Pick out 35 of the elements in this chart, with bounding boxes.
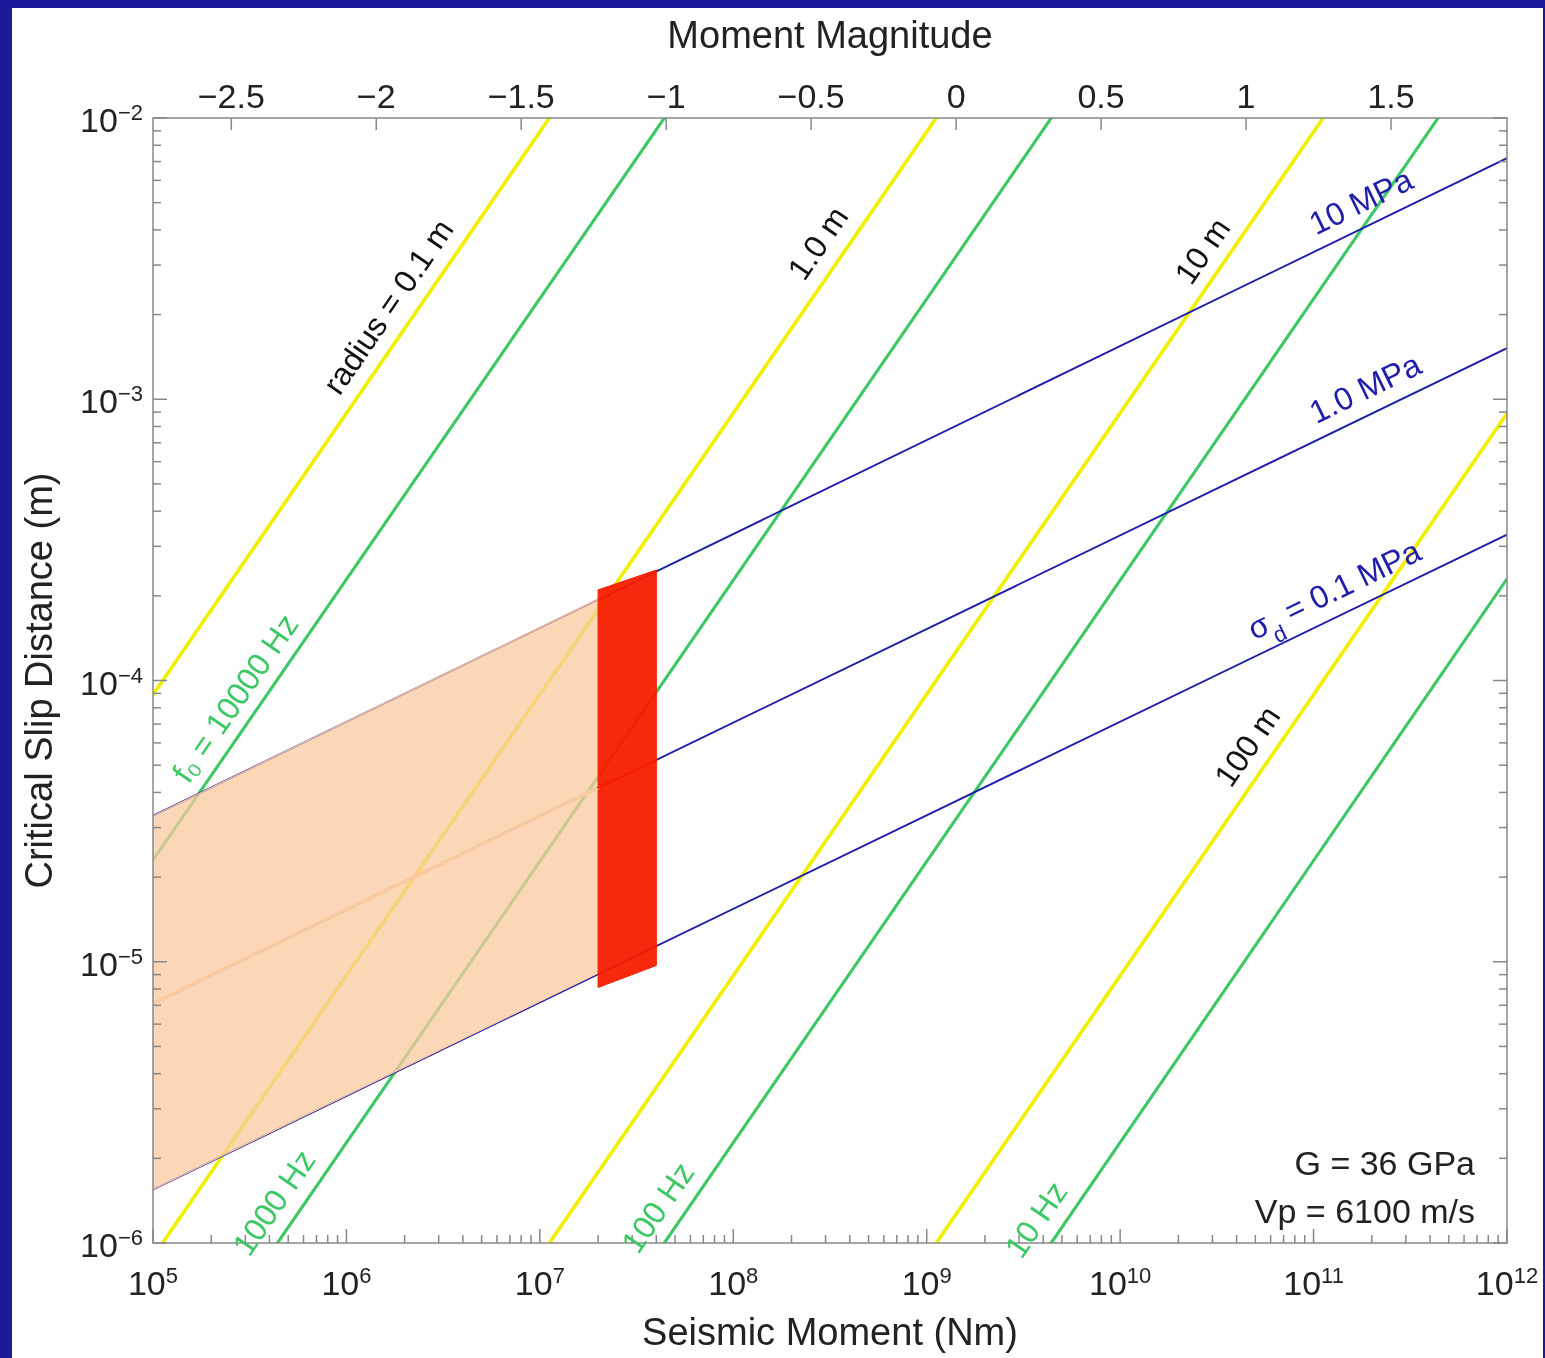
annotation: 1.0 MPa [1303, 346, 1427, 431]
x-tick-label: 10$^{12}$ [1475, 1262, 1539, 1302]
y-tick-label: 10$^{−3}$ [80, 380, 143, 421]
x2-tick-label: −2 [356, 77, 396, 115]
annotation: 10 m [1167, 211, 1238, 291]
x-tick-label: 10$^{7}$ [514, 1262, 565, 1302]
x2-tick-label: 1.5 [1367, 77, 1415, 115]
annotation: Vp = 6100 m/s [1254, 1192, 1475, 1230]
annotation: G = 36 GPa [1294, 1144, 1476, 1182]
x2-axis-title: Moment Magnitude [667, 14, 993, 56]
annotation: 100 Hz [614, 1155, 702, 1260]
y-axis-title: Critical Slip Distance (m) [18, 472, 60, 889]
x2-tick-label: 1 [1236, 77, 1256, 115]
x2-tick-label: 0 [946, 77, 966, 115]
annotation: 10 Hz [997, 1174, 1075, 1265]
y-tick-label: 10$^{−4}$ [80, 662, 143, 702]
annotation: 1.0 m [780, 199, 856, 287]
x-tick-label: 10$^{6}$ [321, 1262, 372, 1302]
x2-tick-label: −1 [646, 77, 686, 115]
x2-tick-label: −2.5 [197, 77, 265, 115]
x-tick-label: 10$^{9}$ [901, 1262, 952, 1302]
x-tick-label: 10$^{5}$ [127, 1262, 179, 1302]
x-tick-label: 10$^{8}$ [708, 1262, 759, 1302]
y-tick-label: 10$^{−6}$ [80, 1224, 143, 1264]
x2-tick-label: −1.5 [487, 77, 555, 115]
annotation: 10 MPa [1303, 161, 1419, 242]
x-tick-label: 10$^{11}$ [1283, 1262, 1344, 1302]
annotation: σ$_{d}$ = 0.1 MPa [1241, 532, 1427, 648]
x2-tick-label: −0.5 [777, 77, 845, 115]
x-tick-label: 10$^{10}$ [1088, 1262, 1152, 1302]
y-tick-label: 10$^{−2}$ [80, 99, 143, 139]
y-tick-label: 10$^{−5}$ [80, 943, 143, 983]
annotation: 100 m [1207, 699, 1288, 794]
x2-tick-label: 0.5 [1077, 77, 1125, 115]
x-axis-title: Seismic Moment (Nm) [642, 1311, 1018, 1353]
